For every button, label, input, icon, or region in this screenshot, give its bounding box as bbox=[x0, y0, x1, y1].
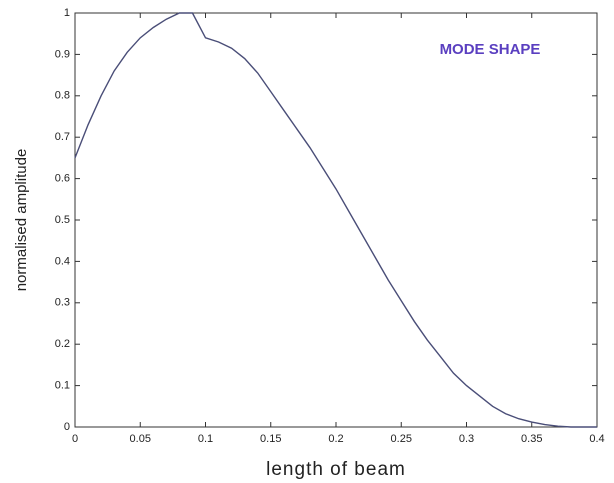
x-tick-label: 0.2 bbox=[328, 433, 343, 445]
x-tick-label: 0.25 bbox=[391, 433, 412, 445]
y-tick-label: 0.3 bbox=[55, 297, 70, 309]
x-tick-label: 0 bbox=[72, 433, 78, 445]
y-tick-label: 0 bbox=[64, 421, 70, 433]
x-axis-label: length of beam bbox=[266, 459, 406, 480]
annotation: MODE SHAPE bbox=[440, 41, 541, 58]
x-tick-label: 0.4 bbox=[589, 433, 604, 445]
line-series bbox=[74, 12, 597, 428]
y-tick-label: 0.5 bbox=[55, 214, 70, 226]
y-axis-label: normalised amplitude bbox=[13, 149, 30, 292]
y-tick-label: 0.7 bbox=[55, 131, 70, 143]
y-tick-label: 0.8 bbox=[55, 90, 70, 102]
x-tick-label: 0.35 bbox=[521, 433, 542, 445]
plot-frame bbox=[74, 12, 598, 428]
x-tick-label: 0.3 bbox=[459, 433, 474, 445]
y-tick-label: 0.6 bbox=[55, 173, 70, 185]
x-tick-label: 0.15 bbox=[260, 433, 281, 445]
y-tick-label: 1 bbox=[64, 7, 70, 19]
y-tick-label: 0.9 bbox=[55, 48, 70, 60]
x-tick-label: 0.1 bbox=[198, 433, 213, 445]
y-tick-label: 0.1 bbox=[55, 380, 70, 392]
y-tick-label: 0.4 bbox=[55, 255, 70, 267]
x-tick-label: 0.05 bbox=[130, 433, 151, 445]
y-tick-label: 0.2 bbox=[55, 338, 70, 350]
